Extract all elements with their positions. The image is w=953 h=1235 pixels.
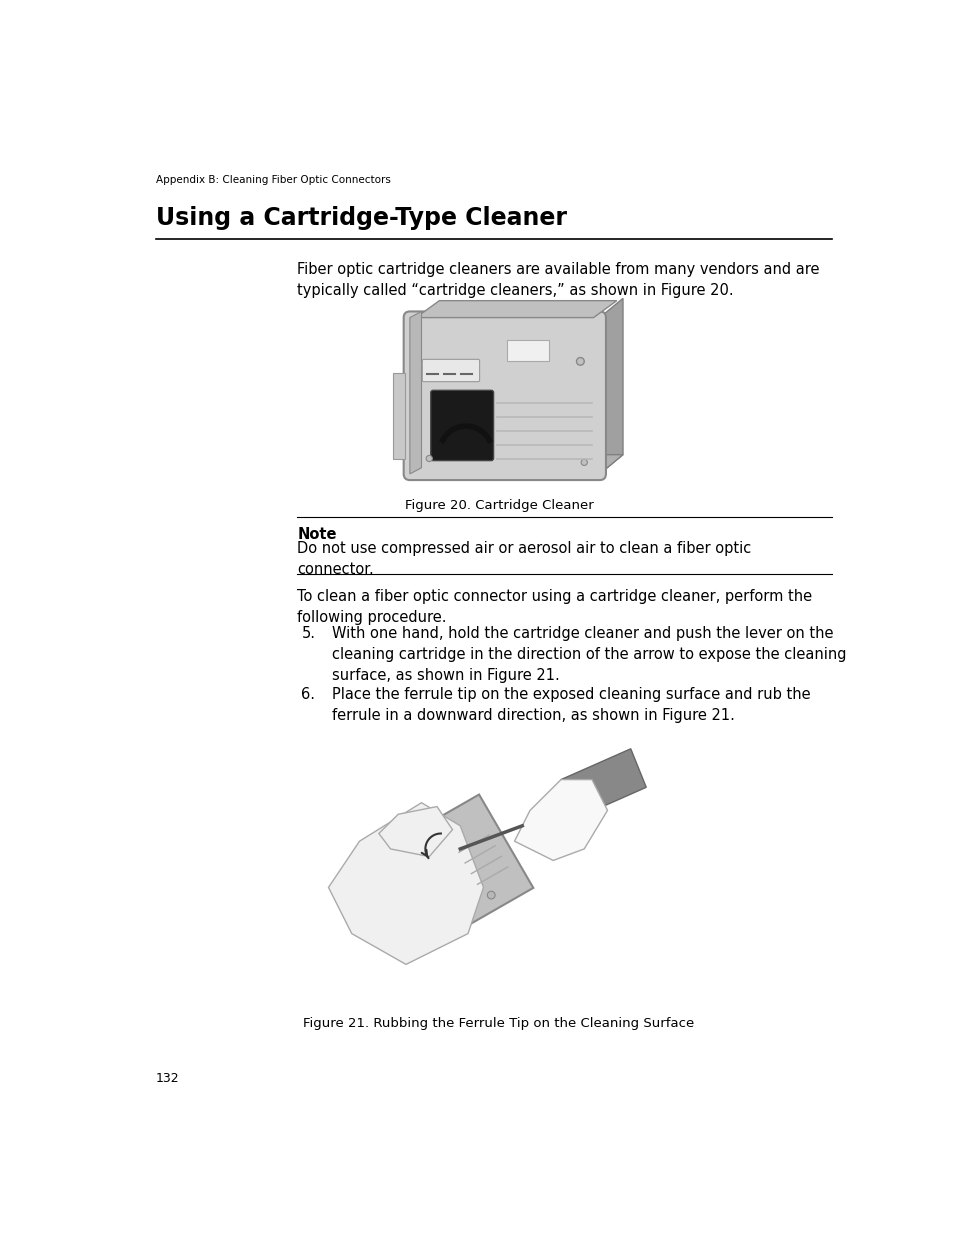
Circle shape [576, 357, 583, 366]
Text: Place the ferrule tip on the exposed cleaning surface and rub the
ferrule in a d: Place the ferrule tip on the exposed cle… [332, 687, 810, 724]
Text: With one hand, hold the cartridge cleaner and push the lever on the
cleaning car: With one hand, hold the cartridge cleane… [332, 626, 846, 683]
Text: 132: 132 [155, 1072, 179, 1086]
Text: Note: Note [297, 527, 336, 542]
Circle shape [487, 892, 495, 899]
Polygon shape [410, 311, 421, 474]
Polygon shape [514, 779, 607, 861]
Text: To clean a fiber optic connector using a cartridge cleaner, perform the
followin: To clean a fiber optic connector using a… [297, 589, 812, 625]
Text: Figure 20. Cartridge Cleaner: Figure 20. Cartridge Cleaner [404, 499, 593, 511]
Text: 5.: 5. [301, 626, 315, 641]
Polygon shape [416, 300, 617, 317]
Circle shape [426, 456, 432, 462]
Text: Fiber optic cartridge cleaners are available from many vendors and are
typically: Fiber optic cartridge cleaners are avail… [297, 262, 820, 298]
Circle shape [580, 459, 587, 466]
Bar [506, 340, 549, 362]
Text: Do not use compressed air or aerosol air to clean a fiber optic
connector.: Do not use compressed air or aerosol air… [297, 541, 751, 577]
Polygon shape [328, 803, 483, 965]
Text: 6.: 6. [301, 687, 315, 703]
Polygon shape [407, 829, 466, 884]
Polygon shape [560, 748, 645, 818]
Text: Figure 21. Rubbing the Ferrule Tip on the Cleaning Surface: Figure 21. Rubbing the Ferrule Tip on th… [303, 1016, 694, 1030]
Text: Appendix B: Cleaning Fiber Optic Connectors: Appendix B: Cleaning Fiber Optic Connect… [155, 175, 390, 185]
Bar [393, 373, 405, 458]
Polygon shape [372, 794, 533, 950]
FancyBboxPatch shape [431, 390, 493, 461]
Polygon shape [421, 454, 622, 474]
FancyBboxPatch shape [403, 311, 605, 480]
FancyBboxPatch shape [422, 359, 479, 382]
Polygon shape [599, 299, 622, 474]
Text: Using a Cartridge-Type Cleaner: Using a Cartridge-Type Cleaner [155, 206, 566, 230]
Polygon shape [378, 806, 452, 857]
